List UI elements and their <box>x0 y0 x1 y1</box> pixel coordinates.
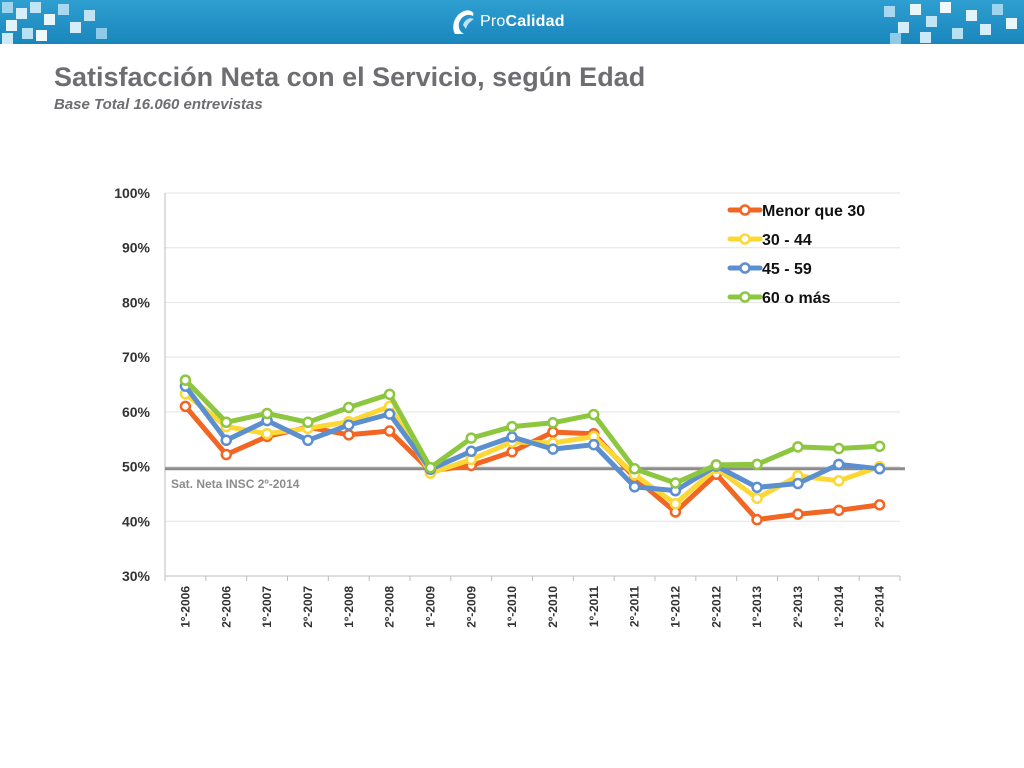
logo-prefix: Pro <box>480 13 506 30</box>
y-tick-label: 60% <box>122 404 151 420</box>
x-tick-label: 1º-2009 <box>423 586 437 628</box>
data-point <box>628 481 641 493</box>
data-point <box>343 401 355 414</box>
procalidad-logo-mark <box>453 10 474 35</box>
reference-line-label: Sat. Neta INSC 2º-2014 <box>171 477 300 491</box>
data-point <box>220 416 232 429</box>
x-tick-label: 1º-2011 <box>587 586 601 627</box>
series-line-2 <box>182 383 883 494</box>
y-tick-label: 100% <box>114 185 150 201</box>
procalidad-logo: ProCalidad <box>450 5 565 39</box>
data-point <box>833 442 845 455</box>
x-tick-label: 1º-2006 <box>178 586 192 628</box>
data-point <box>343 429 355 441</box>
y-tick-label: 50% <box>122 459 151 475</box>
logo-name: Calidad <box>505 13 565 30</box>
legend-label: 45 - 59 <box>762 261 812 278</box>
data-point <box>547 426 559 438</box>
data-point <box>792 508 804 520</box>
x-tick-label: 1º-2010 <box>505 586 519 628</box>
y-tick-label: 30% <box>122 568 151 584</box>
x-tick-label: 2º-2011 <box>628 586 642 627</box>
x-tick-label: 1º-2014 <box>832 586 846 628</box>
data-point <box>628 463 641 475</box>
x-tick-label: 1º-2008 <box>342 586 356 628</box>
data-point <box>506 446 518 458</box>
data-point <box>506 420 518 433</box>
y-tick-label: 70% <box>122 349 151 365</box>
page-subtitle: Base Total 16.060 entrevistas <box>54 96 263 113</box>
legend-swatch-marker <box>739 291 751 303</box>
data-point <box>302 434 314 447</box>
data-point <box>547 443 559 455</box>
legend-label: Menor que 30 <box>762 203 865 220</box>
legend-label: 30 - 44 <box>762 232 812 249</box>
y-tick-label: 40% <box>122 513 151 529</box>
right-mosaic-decoration <box>880 0 1024 44</box>
x-tick-label: 1º-2007 <box>260 586 274 628</box>
data-point <box>792 441 804 453</box>
x-tick-label: 2º-2007 <box>301 586 315 628</box>
data-point <box>547 417 559 429</box>
legend-label: 60 o más <box>762 290 831 307</box>
y-tick-label: 90% <box>122 240 151 256</box>
data-point <box>833 504 845 517</box>
data-point <box>383 388 396 401</box>
series-line-3 <box>182 377 883 486</box>
procalidad-logo-text: ProCalidad <box>480 13 565 31</box>
data-point <box>833 475 845 487</box>
x-tick-label: 1º-2012 <box>668 586 682 628</box>
data-point <box>792 477 804 490</box>
x-tick-label: 2º-2010 <box>546 586 560 628</box>
data-point <box>220 448 232 461</box>
x-tick-label: 2º-2012 <box>709 586 723 628</box>
data-point <box>873 440 886 453</box>
data-point <box>669 498 682 510</box>
data-point <box>751 513 763 526</box>
data-point <box>669 477 682 489</box>
page-title: Satisfacción Neta con el Servicio, según… <box>54 62 646 92</box>
data-point <box>873 499 886 511</box>
data-point <box>588 408 600 421</box>
data-point <box>424 461 437 474</box>
data-point <box>179 400 192 413</box>
legend-swatch-marker <box>739 233 751 245</box>
data-point <box>751 481 763 494</box>
data-point <box>833 458 845 471</box>
x-tick-label: 2º-2013 <box>791 586 805 628</box>
legend-swatch-marker <box>739 262 751 274</box>
x-tick-label: 1º-2013 <box>750 586 764 628</box>
data-point <box>751 458 763 471</box>
data-point <box>710 459 722 471</box>
x-tick-label: 2º-2009 <box>464 586 478 628</box>
x-tick-label: 2º-2006 <box>219 586 233 628</box>
data-point <box>873 463 886 475</box>
data-point <box>261 407 273 420</box>
top-banner: ProCalidad <box>0 0 1024 44</box>
data-point <box>465 432 477 444</box>
data-point <box>343 419 355 431</box>
legend-swatch-marker <box>739 204 751 216</box>
data-point <box>261 427 273 440</box>
x-tick-label: 2º-2014 <box>873 586 887 628</box>
data-point <box>220 434 232 447</box>
left-mosaic-decoration <box>0 0 110 44</box>
data-point <box>588 438 600 451</box>
data-point <box>302 416 314 429</box>
data-point <box>179 374 192 386</box>
data-point <box>383 408 396 420</box>
data-point <box>383 425 396 437</box>
x-tick-label: 2º-2008 <box>383 586 397 628</box>
data-point <box>465 445 477 458</box>
data-point <box>751 492 763 505</box>
data-point <box>506 431 518 443</box>
y-tick-label: 80% <box>122 294 151 310</box>
